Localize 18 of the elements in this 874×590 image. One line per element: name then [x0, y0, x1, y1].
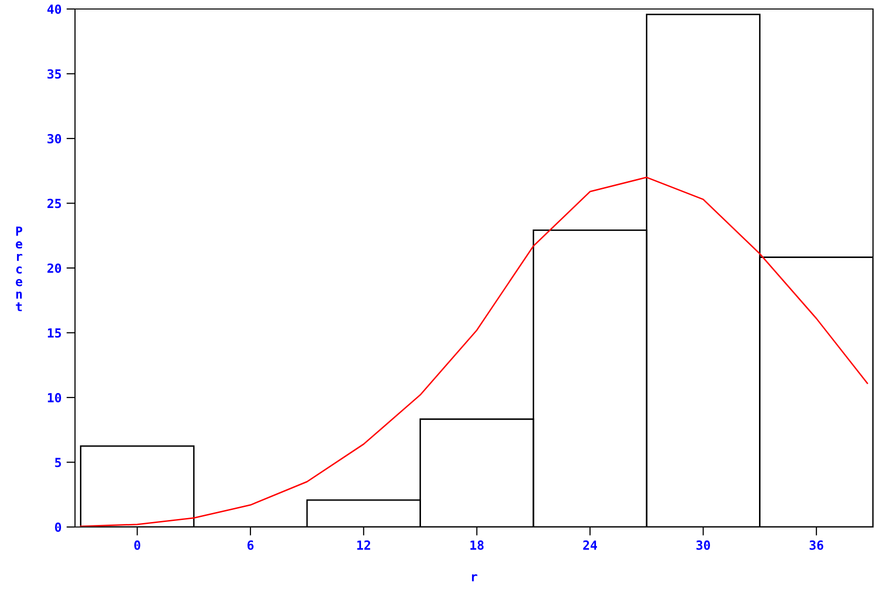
x-tick-label: 36 — [810, 540, 824, 550]
y-tick-label: 30 — [48, 134, 62, 144]
y-tick-label: 15 — [48, 328, 61, 338]
x-axis-title: r — [472, 574, 478, 582]
x-tick-label: 24 — [583, 540, 597, 550]
x-tick-label: 12 — [357, 540, 370, 550]
y-axis-title: Percent — [16, 226, 22, 312]
x-tick-label: 18 — [470, 540, 484, 550]
x-tick-label: 30 — [696, 540, 710, 550]
y-tick-label: 10 — [48, 392, 62, 402]
y-tick-label: 0 — [55, 522, 62, 532]
x-tick-label: 6 — [247, 540, 254, 550]
y-tick-label: 20 — [47, 263, 62, 273]
y-tick-label: 40 — [47, 4, 62, 14]
y-tick-label: 35 — [48, 69, 61, 79]
y-tick-label: 25 — [47, 198, 61, 208]
x-tick-label: 0 — [134, 540, 140, 550]
y-tick-label: 5 — [55, 458, 61, 468]
